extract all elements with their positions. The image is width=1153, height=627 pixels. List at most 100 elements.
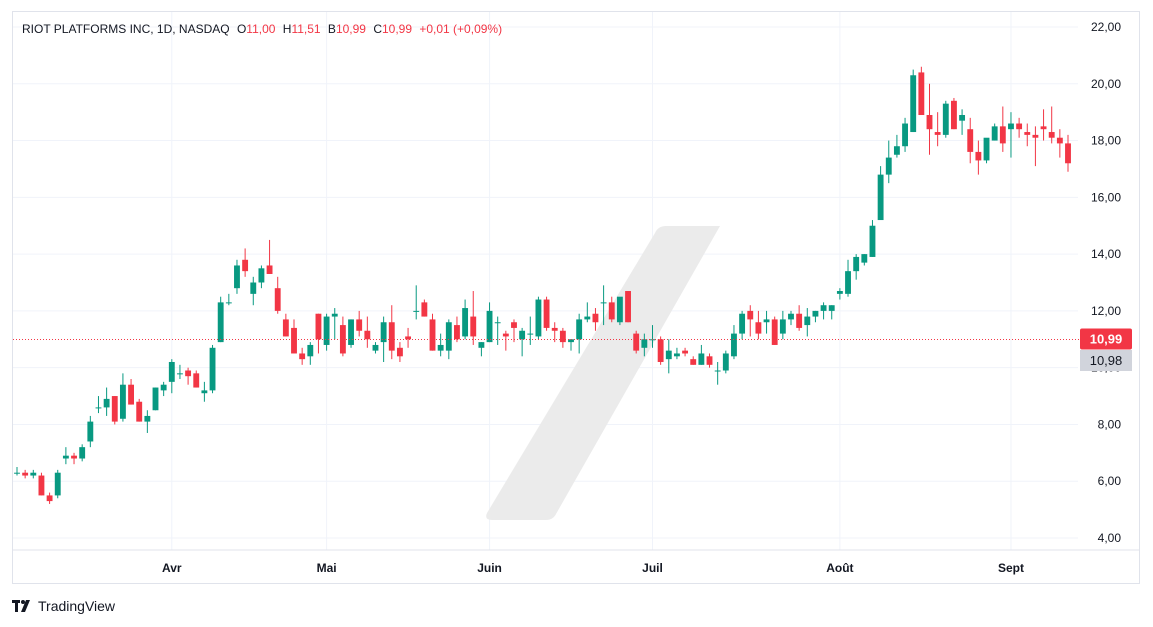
candle-body [722,353,729,371]
candle [103,387,110,416]
candle [755,310,762,340]
candle-body [739,313,746,334]
candle-body [788,313,794,320]
candle [584,302,591,323]
candle-body [71,455,77,459]
candle [845,259,851,297]
candle-body [731,333,737,357]
candle [331,308,338,340]
candle [111,396,118,425]
candle [71,452,77,465]
candle-body [926,115,933,130]
candle [1056,129,1063,158]
candle-body [625,291,631,323]
candle [372,342,379,354]
y-tick-label: 12,00 [1091,304,1121,318]
candle-body [258,268,265,283]
chart-legend: RIOT PLATFORMS INC, 1D, NASDAQ O11,00 H1… [22,22,502,36]
candle [551,322,558,343]
candle-body [315,313,322,340]
candle-body [462,308,469,337]
candle-body [364,330,371,340]
candle [714,361,721,385]
candle [396,342,403,362]
candle-body [193,373,200,388]
candle [763,310,770,334]
candle [486,302,493,343]
candle [967,117,974,164]
candle [918,66,925,116]
candle [1032,126,1039,167]
candle [926,83,933,155]
candle-body [511,322,517,328]
candle-body [1016,123,1023,130]
candle-body [250,282,257,294]
candle-body [1040,126,1047,130]
y-tick-label: 20,00 [1091,77,1121,91]
tradingview-logo-icon [12,599,34,613]
candle-body [299,353,306,360]
candle [731,325,737,360]
candle-body [812,310,819,317]
branding[interactable]: TradingView [12,598,115,614]
low-value: 10,99 [335,22,366,36]
candle-body [38,475,45,496]
low-label: B [327,22,336,36]
candle-body [934,132,941,135]
candle [14,467,20,476]
candle-body [836,291,843,294]
candle [274,276,281,314]
candle-body [861,254,868,263]
candle [600,285,607,326]
candle [633,330,640,354]
candle [364,316,371,348]
candle [959,109,966,135]
candle-body [551,327,558,331]
x-tick-label: Juin [477,561,502,575]
candle-body [266,265,273,274]
x-tick-label: Juil [642,561,663,575]
candle [421,299,428,317]
candle-body [22,472,29,476]
last-price-badge [1080,328,1132,350]
candle [820,302,827,320]
candle [258,265,265,289]
candle [893,134,900,158]
candle [942,100,949,138]
candle-body [152,387,159,411]
candle-body [323,316,330,345]
candle [1016,117,1023,138]
candle [869,220,876,257]
close-value: 10,99 [381,22,413,36]
candle [951,97,957,130]
chart-frame [12,11,1140,584]
candle-body [95,407,102,409]
candle-body [413,310,420,312]
time-axis[interactable]: Avr Mai Juin Juil Août Sept [162,561,1024,575]
candle-body [877,174,884,221]
candle [250,276,257,306]
symbol-name[interactable]: RIOT PLATFORMS INC, 1D, NASDAQ [22,22,230,36]
watermark-slash-shape [486,226,720,520]
candle [1024,123,1031,147]
candle [494,316,501,345]
y-tick-label: 14,00 [1091,247,1121,261]
candle-body [185,370,192,377]
price-axis[interactable]: 4,006,008,0010,0012,0014,0016,0018,0020,… [1091,20,1121,545]
tradingview-watermark [486,226,720,520]
candle-body [111,396,118,422]
candle [706,353,713,368]
candle-body [999,126,1006,144]
candle-body [796,313,803,328]
change-value: +0,01 (+0,09%) [419,22,503,36]
candle [462,299,469,340]
candle-series [13,66,1080,504]
candle [323,313,330,351]
candle [315,313,322,354]
candle [429,313,436,351]
candle-body [201,390,208,394]
candle-body [209,347,216,391]
candle [853,254,860,280]
candle [535,296,542,340]
